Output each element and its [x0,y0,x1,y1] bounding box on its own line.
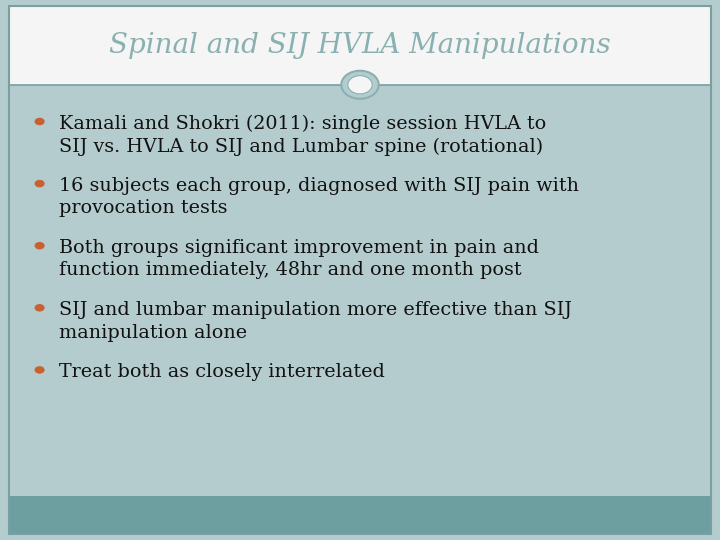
Text: Treat both as closely interrelated: Treat both as closely interrelated [59,363,385,381]
Text: Spinal and SIJ HVLA Manipulations: Spinal and SIJ HVLA Manipulations [109,32,611,59]
Circle shape [35,366,45,374]
Circle shape [35,118,45,125]
FancyBboxPatch shape [9,6,711,85]
FancyBboxPatch shape [9,496,711,534]
Text: Kamali and Shokri (2011): single session HVLA to
SIJ vs. HVLA to SIJ and Lumbar : Kamali and Shokri (2011): single session… [59,115,546,156]
Text: 16 subjects each group, diagnosed with SIJ pain with
provocation tests: 16 subjects each group, diagnosed with S… [59,177,579,217]
Text: SIJ and lumbar manipulation more effective than SIJ
manipulation alone: SIJ and lumbar manipulation more effecti… [59,301,572,341]
Circle shape [348,76,372,94]
Circle shape [35,242,45,249]
Circle shape [35,180,45,187]
Circle shape [341,71,379,99]
Circle shape [35,304,45,312]
Text: Both groups significant improvement in pain and
function immediately, 48hr and o: Both groups significant improvement in p… [59,239,539,279]
